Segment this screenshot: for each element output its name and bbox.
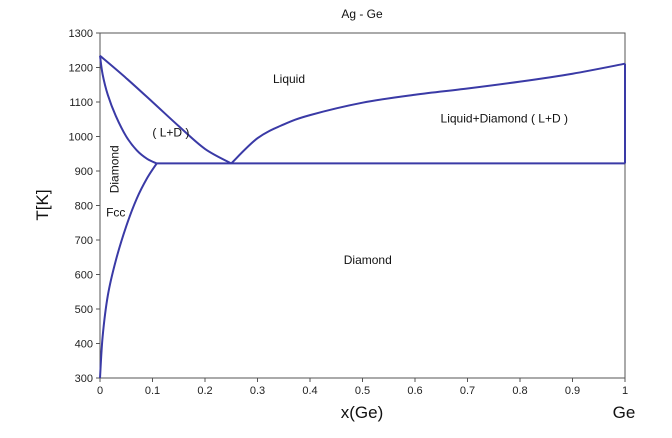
region-label-diamond-main: Diamond xyxy=(344,253,392,267)
y-tick-label: 1100 xyxy=(69,97,93,109)
x-tick-label: 0.7 xyxy=(460,385,475,397)
phase-line-liquidus-ag xyxy=(99,55,232,165)
y-tick-label: 1000 xyxy=(69,132,93,144)
y-tick-label: 500 xyxy=(75,304,93,316)
plot-frame xyxy=(99,32,626,379)
phase-boundaries xyxy=(99,55,626,379)
y-tick-label: 1300 xyxy=(69,28,93,40)
x-axis-title: x(Ge) xyxy=(341,403,384,422)
x-tick-label: 0.1 xyxy=(145,385,160,397)
phase-line-solvus-ag xyxy=(99,162,158,379)
y-tick-label: 700 xyxy=(75,235,93,247)
y-tick-label: 400 xyxy=(75,339,93,351)
y-tick-label: 1200 xyxy=(69,63,93,75)
phase-line-solidus-ag xyxy=(99,55,158,165)
x-tick-label: 0 xyxy=(97,385,103,397)
x-axis-end-label: Ge xyxy=(613,403,636,422)
x-tick-label: 0.2 xyxy=(197,385,212,397)
x-axis: 0 0.1 0.2 0.3 0.4 0.5 0.6 0.7 0.8 0.9 1 xyxy=(97,378,628,397)
y-tick-label: 600 xyxy=(75,270,93,282)
region-label-diamond-vertical: Diamond xyxy=(107,145,121,193)
x-tick-label: 0.9 xyxy=(565,385,580,397)
x-tick-label: 1 xyxy=(622,385,628,397)
y-tick-label: 800 xyxy=(75,201,93,213)
chart-title: Ag - Ge xyxy=(341,7,383,21)
x-tick-label: 0.4 xyxy=(302,385,317,397)
y-tick-label: 300 xyxy=(75,373,93,385)
region-labels: Liquid ( L+D ) Liquid+Diamond ( L+D ) Diamo… xyxy=(106,72,568,267)
y-axis-title: T[K] xyxy=(33,189,52,220)
phase-line-liquidus-ge xyxy=(230,62,626,165)
y-tick-label: 900 xyxy=(75,166,93,178)
region-label-l-plus-d-left: ( L+D ) xyxy=(152,126,189,140)
y-axis: 300 400 500 600 700 800 900 1000 1100 1200 1300 xyxy=(69,28,100,385)
x-tick-label: 0.3 xyxy=(250,385,265,397)
x-tick-label: 0.6 xyxy=(407,385,422,397)
region-label-liquid: Liquid xyxy=(273,72,305,86)
x-tick-label: 0.5 xyxy=(355,385,370,397)
x-tick-label: 0.8 xyxy=(512,385,527,397)
region-label-fcc: Fcc xyxy=(106,206,125,220)
region-label-l-plus-d-right: Liquid+Diamond ( L+D ) xyxy=(441,112,568,126)
